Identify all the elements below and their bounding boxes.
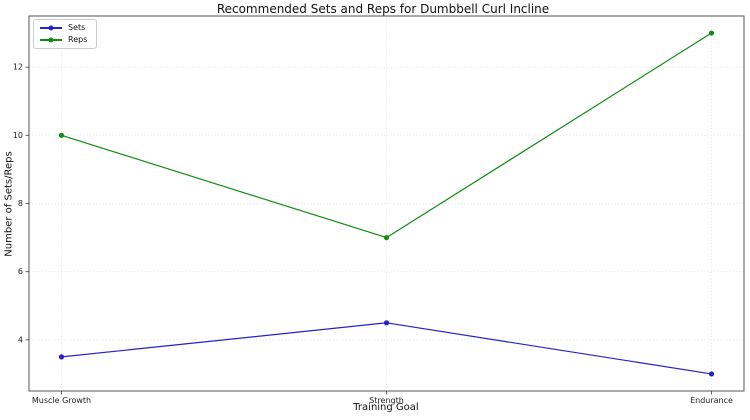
y-tick-label: 12 [13,63,23,72]
x-tick-label: Strength [369,396,404,405]
y-tick-label: 10 [13,131,23,140]
legend-label-reps: Reps [68,35,88,44]
data-point-sets [708,371,715,377]
x-tick-label: Muscle Growth [32,396,91,405]
y-tick-label: 6 [18,267,23,276]
legend-line-marker-icon [40,37,62,43]
data-point-reps [708,30,715,36]
x-tick-label: Endurance [690,396,733,405]
legend-label-sets: Sets [68,23,86,32]
legend-dot-icon [48,37,54,43]
legend-line-marker-icon [40,25,62,31]
legend-dot-icon [48,25,54,31]
x-axis-label: Training Goal [353,402,419,413]
chart-title: Recommended Sets and Reps for Dumbbell C… [216,2,550,16]
y-tick-label: 4 [18,335,23,344]
data-point-reps [383,234,390,241]
legend-item-sets: Sets [40,24,87,32]
legend: Sets Reps [33,19,98,49]
plot-border [28,15,745,392]
data-point-sets [58,354,65,360]
y-tick-label: 8 [18,199,23,208]
data-point-reps [58,132,65,138]
legend-item-reps: Reps [40,36,87,44]
data-point-sets [383,320,390,326]
